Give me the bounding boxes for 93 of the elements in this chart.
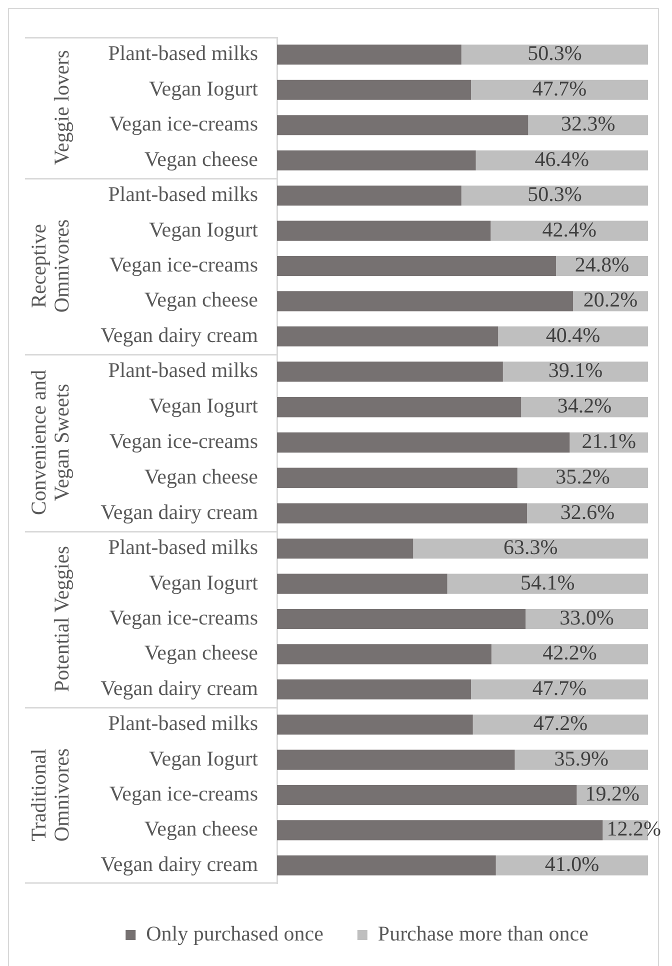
bar <box>277 574 448 594</box>
bar <box>461 186 648 206</box>
bar <box>277 608 526 630</box>
bar <box>277 679 472 700</box>
bar <box>277 644 492 664</box>
data-label: 47.2% <box>533 711 588 736</box>
y-tick-label: Plant-based milks <box>108 41 258 66</box>
bar <box>471 679 648 700</box>
y-tick-label: Plant-based milks <box>108 711 258 736</box>
bar <box>472 714 648 735</box>
data-label: 32.3% <box>560 112 616 136</box>
bar <box>277 44 462 65</box>
bar <box>277 468 518 488</box>
y-tick-label: Plant-based milks <box>108 182 258 206</box>
legend-label: Only purchased once <box>146 922 324 946</box>
y-tick-label: Vegan cheese <box>144 288 258 312</box>
data-label: 19.2% <box>585 782 640 806</box>
bar <box>277 291 574 312</box>
data-label: 41.0% <box>544 852 600 876</box>
data-label: 35.2% <box>556 464 610 488</box>
bar <box>277 855 496 876</box>
data-label: 33.0% <box>560 606 614 630</box>
bar <box>413 538 648 559</box>
data-label: 21.1% <box>582 429 636 454</box>
data-label: 42.4% <box>542 217 596 242</box>
data-label: 20.2% <box>583 288 638 312</box>
y-axis-title: Potential Veggies <box>50 546 74 692</box>
bar <box>277 397 522 418</box>
y-tick-label: Vegan ice-creams <box>109 429 258 454</box>
bar <box>277 256 556 276</box>
data-label: 12.2% <box>606 816 661 841</box>
bar <box>461 44 648 65</box>
bar <box>277 784 577 806</box>
data-label: 39.1% <box>548 358 603 382</box>
y-tick-label: Vegan cheese <box>144 464 258 488</box>
bar <box>277 503 528 524</box>
data-label: 46.4% <box>534 146 590 171</box>
y-tick-label: Vegan Iogurt <box>148 746 258 770</box>
y-tick-label: Vegan dairy cream <box>100 500 258 524</box>
y-tick-label: Vegan Iogurt <box>148 394 258 418</box>
y-tick-label: Vegan ice-creams <box>109 782 258 806</box>
y-tick-label: Vegan Iogurt <box>148 570 258 594</box>
bar <box>277 115 528 136</box>
y-axis-title: Convenience and Vegan Sweets <box>26 369 74 516</box>
bar <box>277 326 498 346</box>
y-axis-title: Traditional Omnivores <box>26 748 74 842</box>
y-tick-label: Vegan Iogurt <box>148 76 258 100</box>
bar <box>277 362 503 382</box>
y-tick-label: Vegan ice-creams <box>109 112 258 136</box>
data-label: 63.3% <box>503 535 558 560</box>
y-tick-label: Vegan dairy cream <box>100 676 258 700</box>
data-label: 42.2% <box>542 640 597 665</box>
y-tick-label: Vegan dairy cream <box>100 852 258 876</box>
y-tick-label: Vegan dairy cream <box>100 322 258 347</box>
bar <box>277 150 476 170</box>
bar <box>496 855 648 876</box>
data-label: 50.3% <box>528 41 582 66</box>
bar <box>490 220 648 241</box>
bar <box>277 750 515 770</box>
y-tick-label: Vegan ice-creams <box>109 606 258 630</box>
data-label: 50.3% <box>528 182 582 206</box>
bar <box>277 220 491 241</box>
bar <box>277 538 414 559</box>
data-label: 24.8% <box>574 252 630 277</box>
y-axis-title: Receptive Omnivores <box>26 219 74 313</box>
y-tick-label: Plant-based milks <box>108 535 258 560</box>
bar <box>527 503 648 524</box>
y-tick-label: Vegan cheese <box>144 146 258 171</box>
y-tick-label: Plant-based milks <box>108 358 258 382</box>
data-label: 54.1% <box>520 570 575 594</box>
bar <box>277 186 462 206</box>
bar <box>277 714 473 735</box>
data-label: 47.7% <box>532 76 587 100</box>
bar <box>277 80 472 100</box>
bar <box>502 362 648 382</box>
y-tick-label: Vegan cheese <box>144 640 258 665</box>
y-tick-label: Vegan Iogurt <box>148 217 258 242</box>
bar <box>447 574 648 594</box>
data-label: 47.7% <box>532 676 587 700</box>
data-label: 40.4% <box>546 322 600 347</box>
data-label: 35.9% <box>554 746 609 770</box>
y-tick-label: Vegan ice-creams <box>109 252 258 277</box>
y-axis-title: Veggie lovers <box>50 50 74 165</box>
bar <box>498 326 648 346</box>
y-tick-label: Vegan cheese <box>144 816 258 841</box>
legend-label: Purchase more than once <box>378 922 588 946</box>
data-label: 34.2% <box>557 394 612 418</box>
bar <box>277 820 603 840</box>
bar <box>491 644 648 664</box>
bar <box>277 432 570 453</box>
bar <box>476 150 648 170</box>
bar <box>471 80 648 100</box>
data-label: 32.6% <box>560 500 615 524</box>
